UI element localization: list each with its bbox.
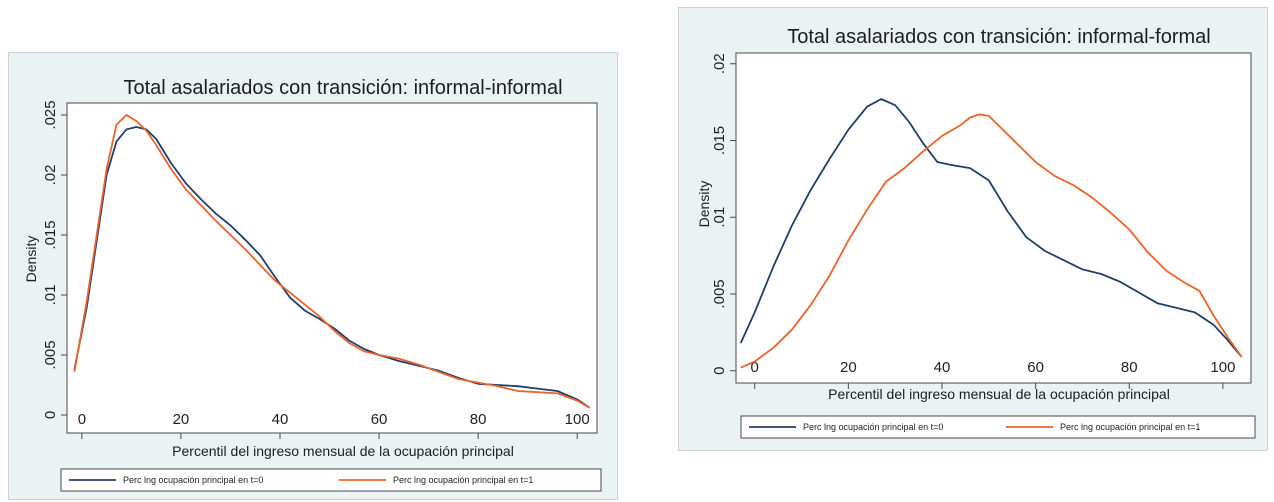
y-tick-label: .005: [711, 279, 728, 308]
legend-label: Perc lng ocupación principal en t=0: [803, 422, 943, 432]
series-line-1: [740, 113, 1243, 369]
y-tick-label: 0: [42, 411, 59, 419]
plot-area: [66, 102, 598, 434]
chart-panel-left: Total asalariados con transición: inform…: [8, 52, 618, 500]
y-tick-label: .015: [42, 220, 59, 249]
series-line-0: [739, 98, 1243, 358]
x-axis-label: Percentil del ingreso mensual de la ocup…: [172, 443, 514, 459]
y-tick-label: .01: [711, 207, 728, 228]
legend: [60, 468, 602, 492]
chart-title: Total asalariados con transición: inform…: [123, 77, 562, 99]
chart-title: Total asalariados con transición: inform…: [787, 26, 1211, 48]
legend-label: Perc lng ocupación principal en t=1: [393, 475, 533, 485]
legend-label: Perc lng ocupación principal en t=1: [1060, 422, 1200, 432]
y-axis-label: Density: [23, 236, 39, 283]
x-tick-label: 20: [173, 411, 190, 428]
y-axis-label: Density: [696, 181, 712, 228]
x-tick-label: 80: [1121, 359, 1138, 376]
y-tick-label: .005: [42, 340, 59, 369]
chart-left: Total asalariados con transición: inform…: [23, 77, 602, 492]
plot-area: [735, 52, 1252, 384]
x-tick-label: 100: [1210, 359, 1235, 376]
x-tick-label: 80: [470, 411, 487, 428]
y-tick-label: .02: [711, 53, 728, 74]
y-tick-label: .025: [42, 100, 59, 129]
legend: [740, 415, 1256, 439]
y-tick-label: .015: [711, 126, 728, 155]
x-axis-label: Percentil del ingreso mensual de la ocup…: [828, 386, 1170, 402]
y-tick-label: .01: [42, 285, 59, 306]
x-tick-label: 60: [1027, 359, 1044, 376]
x-tick-label: 40: [934, 359, 951, 376]
x-tick-label: 0: [78, 411, 86, 428]
chart-right: Total asalariados con transición: inform…: [696, 26, 1256, 439]
x-tick-label: 100: [565, 411, 590, 428]
legend-label: Perc lng ocupación principal en t=0: [123, 475, 263, 485]
x-tick-label: 0: [751, 359, 759, 376]
series-line-1: [73, 114, 591, 409]
y-tick-label: .02: [42, 165, 59, 186]
x-tick-label: 20: [840, 359, 857, 376]
x-tick-label: 40: [272, 411, 289, 428]
chart-panel-right: Total asalariados con transición: inform…: [678, 7, 1268, 451]
x-tick-label: 60: [371, 411, 388, 428]
y-tick-label: 0: [711, 367, 728, 375]
